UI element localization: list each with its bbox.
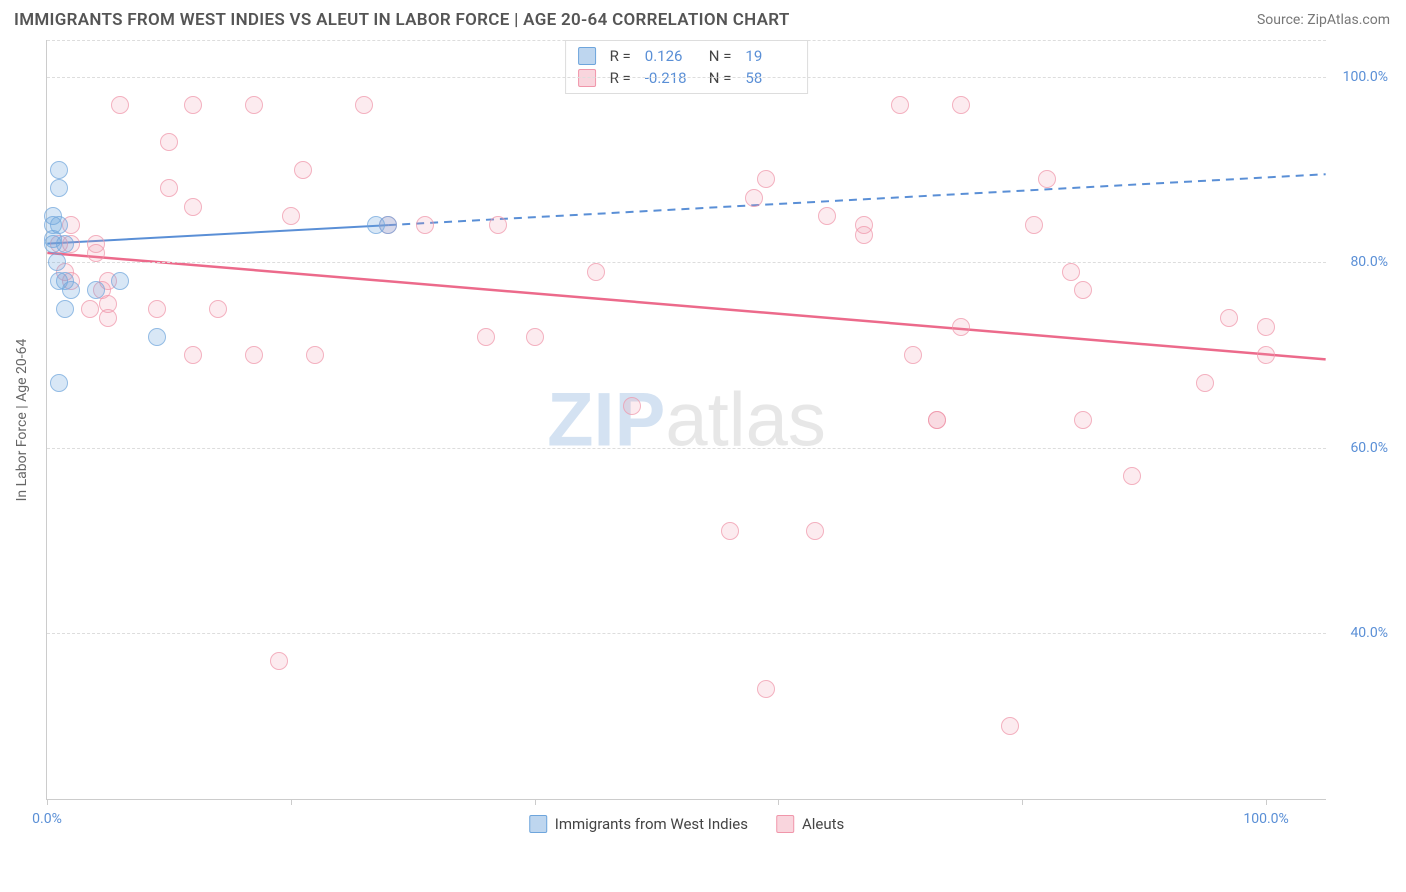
gridline bbox=[47, 448, 1326, 449]
y-tick-label: 80.0% bbox=[1350, 254, 1388, 270]
legend-item-series1: Immigrants from West Indies bbox=[529, 815, 748, 833]
swatch-icon bbox=[578, 47, 596, 65]
data-point bbox=[282, 207, 300, 225]
y-tick-label: 40.0% bbox=[1350, 625, 1388, 641]
data-point bbox=[1257, 318, 1275, 336]
data-point bbox=[477, 328, 495, 346]
data-point bbox=[526, 328, 544, 346]
data-point bbox=[1196, 374, 1214, 392]
data-point bbox=[294, 161, 312, 179]
data-point bbox=[1074, 411, 1092, 429]
series-legend: Immigrants from West Indies Aleuts bbox=[529, 815, 845, 833]
data-point bbox=[1123, 467, 1141, 485]
data-point bbox=[855, 226, 873, 244]
data-point bbox=[818, 207, 836, 225]
y-tick-label: 60.0% bbox=[1350, 440, 1388, 456]
x-tick-mark bbox=[47, 799, 48, 805]
chart-title: IMMIGRANTS FROM WEST INDIES VS ALEUT IN … bbox=[14, 10, 790, 30]
data-point bbox=[184, 346, 202, 364]
data-point bbox=[81, 300, 99, 318]
x-tick-mark bbox=[291, 799, 292, 805]
data-point bbox=[306, 346, 324, 364]
data-point bbox=[952, 96, 970, 114]
data-point bbox=[928, 411, 946, 429]
data-point bbox=[50, 179, 68, 197]
data-point bbox=[148, 300, 166, 318]
data-point bbox=[50, 374, 68, 392]
gridline bbox=[47, 633, 1326, 634]
swatch-icon bbox=[776, 815, 794, 833]
data-point bbox=[184, 198, 202, 216]
data-point bbox=[99, 309, 117, 327]
data-point bbox=[62, 281, 80, 299]
data-point bbox=[904, 346, 922, 364]
data-point bbox=[245, 96, 263, 114]
x-tick-mark bbox=[1022, 799, 1023, 805]
data-point bbox=[50, 161, 68, 179]
data-point bbox=[87, 281, 105, 299]
x-tick-mark bbox=[535, 799, 536, 805]
y-axis-label: In Labor Force | Age 20-64 bbox=[14, 339, 30, 502]
data-point bbox=[160, 133, 178, 151]
data-point bbox=[757, 680, 775, 698]
data-point bbox=[379, 216, 397, 234]
data-point bbox=[416, 216, 434, 234]
x-tick-label: 0.0% bbox=[32, 811, 62, 827]
y-tick-label: 100.0% bbox=[1343, 69, 1388, 85]
chart-plot-area: ZIPatlas R = 0.126 N = 19 R = -0.218 N =… bbox=[46, 40, 1326, 800]
data-point bbox=[806, 522, 824, 540]
x-tick-mark bbox=[1266, 799, 1267, 805]
data-point bbox=[87, 244, 105, 262]
data-point bbox=[245, 346, 263, 364]
source-label: Source: ZipAtlas.com bbox=[1257, 12, 1390, 28]
data-point bbox=[745, 189, 763, 207]
data-point bbox=[1062, 263, 1080, 281]
x-tick-label: 100.0% bbox=[1243, 811, 1288, 827]
gridline bbox=[47, 262, 1326, 263]
swatch-icon bbox=[529, 815, 547, 833]
watermark: ZIPatlas bbox=[547, 376, 826, 463]
gridline bbox=[47, 40, 1326, 41]
data-point bbox=[757, 170, 775, 188]
data-point bbox=[952, 318, 970, 336]
data-point bbox=[48, 253, 66, 271]
data-point bbox=[270, 652, 288, 670]
data-point bbox=[209, 300, 227, 318]
data-point bbox=[1220, 309, 1238, 327]
data-point bbox=[1257, 346, 1275, 364]
legend-row-series1: R = 0.126 N = 19 bbox=[578, 45, 796, 67]
data-point bbox=[111, 272, 129, 290]
data-point bbox=[111, 96, 129, 114]
data-point bbox=[1038, 170, 1056, 188]
data-point bbox=[148, 328, 166, 346]
data-point bbox=[160, 179, 178, 197]
data-point bbox=[1074, 281, 1092, 299]
data-point bbox=[891, 96, 909, 114]
data-point bbox=[721, 522, 739, 540]
data-point bbox=[1025, 216, 1043, 234]
data-point bbox=[56, 235, 74, 253]
data-point bbox=[489, 216, 507, 234]
data-point bbox=[587, 263, 605, 281]
data-point bbox=[355, 96, 373, 114]
correlation-legend: R = 0.126 N = 19 R = -0.218 N = 58 bbox=[565, 40, 809, 94]
x-tick-mark bbox=[778, 799, 779, 805]
legend-item-series2: Aleuts bbox=[776, 815, 844, 833]
data-point bbox=[1001, 717, 1019, 735]
data-point bbox=[184, 96, 202, 114]
gridline bbox=[47, 77, 1326, 78]
data-point bbox=[56, 300, 74, 318]
trend-lines bbox=[47, 40, 1326, 799]
data-point bbox=[623, 397, 641, 415]
